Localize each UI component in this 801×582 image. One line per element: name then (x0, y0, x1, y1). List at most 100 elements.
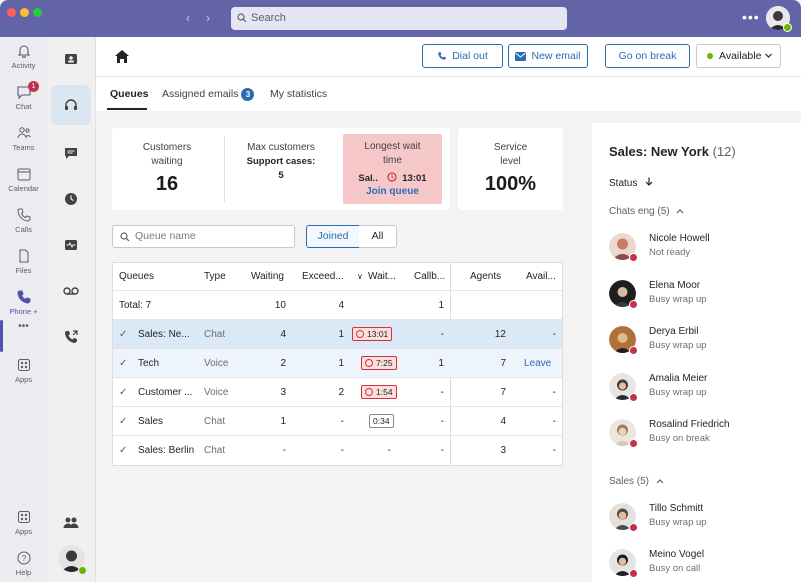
support-cases-value: 5 (278, 170, 284, 181)
table-row[interactable]: ✓ Sales Chat 1 - 0:34 - 4 - (113, 407, 562, 436)
wait-time: 0:34 (369, 407, 394, 436)
column-header-queues[interactable]: Queues (119, 271, 155, 282)
group-label: Chats eng (5) (609, 206, 670, 217)
clock-icon (356, 330, 364, 339)
agent-status: Busy wrap up (649, 387, 707, 398)
queues-nav-button[interactable] (51, 85, 91, 125)
home-icon[interactable] (114, 49, 130, 64)
sort-descending-icon: ∨ (357, 272, 363, 281)
table-row[interactable]: ✓ Customer ... Voice 3 2 1:54 - 7 - (113, 378, 562, 407)
stat-title: Longest wait (364, 141, 421, 152)
total-label: Total: 7 (119, 300, 152, 311)
group-header-sales[interactable]: Sales (5) (609, 476, 664, 487)
queue-waiting: 4 (280, 329, 286, 340)
availability-dropdown[interactable]: Available (696, 44, 781, 68)
rail-label: Calls (15, 225, 32, 234)
queue-exceeded: 2 (338, 387, 344, 398)
arrow-down-icon (645, 177, 653, 186)
rail-item-apps[interactable]: Apps (0, 357, 47, 384)
tab-my-statistics[interactable]: My statistics (270, 88, 328, 100)
column-header-available[interactable]: Avail... (526, 271, 556, 282)
new-email-button[interactable]: New email (508, 44, 588, 68)
phone-icon (16, 290, 30, 304)
rail-item-apps-bottom[interactable]: Apps (0, 509, 47, 536)
checkmark-icon: ✓ (119, 387, 128, 398)
table-row[interactable]: ✓ Sales: Berlin Chat - - - - 3 - (113, 436, 562, 465)
queue-agents: 4 (500, 416, 506, 427)
zoom-window-button[interactable] (33, 8, 42, 17)
queue-agents: 7 (500, 358, 506, 369)
agent-list-item[interactable]: Amalia Meier Busy wrap up (609, 373, 799, 409)
tab-queues[interactable]: Queues (110, 88, 149, 100)
rail-item-help[interactable]: ? Help (0, 550, 47, 577)
agent-list-item[interactable]: Tillo Schmitt Busy wrap up (609, 503, 799, 539)
dial-out-button[interactable]: Dial out (422, 44, 503, 68)
close-window-button[interactable] (7, 8, 16, 17)
group-label: Sales (5) (609, 476, 650, 487)
search-input[interactable]: Search (231, 7, 567, 30)
call-icon (16, 208, 30, 222)
minimize-window-button[interactable] (20, 8, 29, 17)
agent-avatar (609, 549, 636, 576)
column-header-callback[interactable]: Callb... (414, 271, 446, 282)
stat-title: Customers (142, 142, 192, 153)
queue-waiting: 1 (280, 416, 286, 427)
queue-callback: - (440, 445, 444, 456)
call-transfer-nav-button[interactable] (51, 317, 91, 357)
go-on-break-button[interactable]: Go on break (605, 44, 690, 68)
rail-item-files[interactable]: Files (0, 248, 47, 275)
panel-agent-count: (12) (712, 144, 736, 159)
monitor-nav-button[interactable] (51, 225, 91, 265)
calendar-icon (17, 168, 30, 181)
table-row[interactable]: ✓ Tech Voice 2 1 7:25 1 7 Leave (113, 349, 562, 378)
queue-name-input[interactable]: Queue name (112, 225, 295, 248)
all-filter-button[interactable]: All (359, 225, 397, 248)
leave-queue-link[interactable]: Leave (524, 358, 552, 369)
rail-item-chat[interactable]: 1 Chat (0, 81, 47, 111)
column-header-exceeded[interactable]: Exceed... (302, 271, 344, 282)
queue-exceeded: 1 (338, 329, 344, 340)
history-nav-button[interactable] (51, 179, 91, 219)
queue-available: - (552, 416, 556, 427)
rail-item-teams[interactable]: Teams (0, 125, 47, 152)
agent-list-item[interactable]: Nicole Howell Not ready (609, 233, 799, 269)
tab-assigned-emails[interactable]: Assigned emails 3 (162, 88, 255, 101)
contacts-nav-button[interactable] (51, 39, 91, 79)
queue-type: Chat (204, 416, 226, 427)
rail-item-activity[interactable]: Activity (0, 43, 47, 70)
agent-list-item[interactable]: Rosalind Friedrich Busy on break (609, 419, 799, 455)
back-arrow-icon[interactable]: ‹ (186, 11, 190, 25)
column-header-type[interactable]: Type (204, 271, 226, 282)
rail-item-calendar[interactable]: Calendar (0, 166, 47, 193)
column-header-waiting[interactable]: Waiting (251, 271, 284, 282)
rail-label: Chat (15, 102, 32, 111)
column-header-agents[interactable]: Agents (470, 271, 502, 282)
new-email-label: New email (531, 50, 581, 62)
max-customers-stat: Max customers Support cases: 5 (226, 141, 336, 183)
panel-title: Sales: New York (12) (609, 144, 736, 159)
help-icon: ? (17, 551, 30, 565)
rail-item-calls[interactable]: Calls (0, 207, 47, 234)
more-options-icon[interactable]: ••• (742, 9, 760, 25)
rail-label: Files (15, 266, 32, 275)
status-sort-button[interactable]: Status (609, 177, 653, 189)
messages-nav-button[interactable] (51, 133, 91, 173)
voicemail-nav-button[interactable] (51, 271, 91, 311)
team-nav-button[interactable] (51, 502, 91, 542)
toolbar: Dial out New email Go on break Available (96, 37, 801, 77)
table-row[interactable]: ✓ Sales: Ne... Chat 4 1 13:01 - 12 - (113, 320, 562, 349)
column-header-wait[interactable]: Wait... (368, 271, 396, 282)
rail-more-icon[interactable]: ••• (18, 321, 29, 332)
join-queue-link[interactable]: Join queue (366, 186, 419, 197)
rail-item-phone[interactable]: Phone + (0, 289, 47, 316)
agent-list-item[interactable]: Elena Moor Busy wrap up (609, 280, 799, 316)
forward-arrow-icon[interactable]: › (206, 11, 210, 25)
queue-available: - (552, 387, 556, 398)
group-header-chats-eng[interactable]: Chats eng (5) (609, 206, 684, 217)
joined-filter-button[interactable]: Joined (306, 225, 360, 248)
agent-avatar[interactable] (58, 545, 85, 572)
agent-avatar (609, 233, 636, 260)
queue-agents-panel: Sales: New York (12) Status Chats eng (5… (592, 123, 801, 582)
agent-list-item[interactable]: Meino Vogel Busy on call (609, 549, 799, 582)
agent-list-item[interactable]: Derya Erbil Busy wrap up (609, 326, 799, 362)
